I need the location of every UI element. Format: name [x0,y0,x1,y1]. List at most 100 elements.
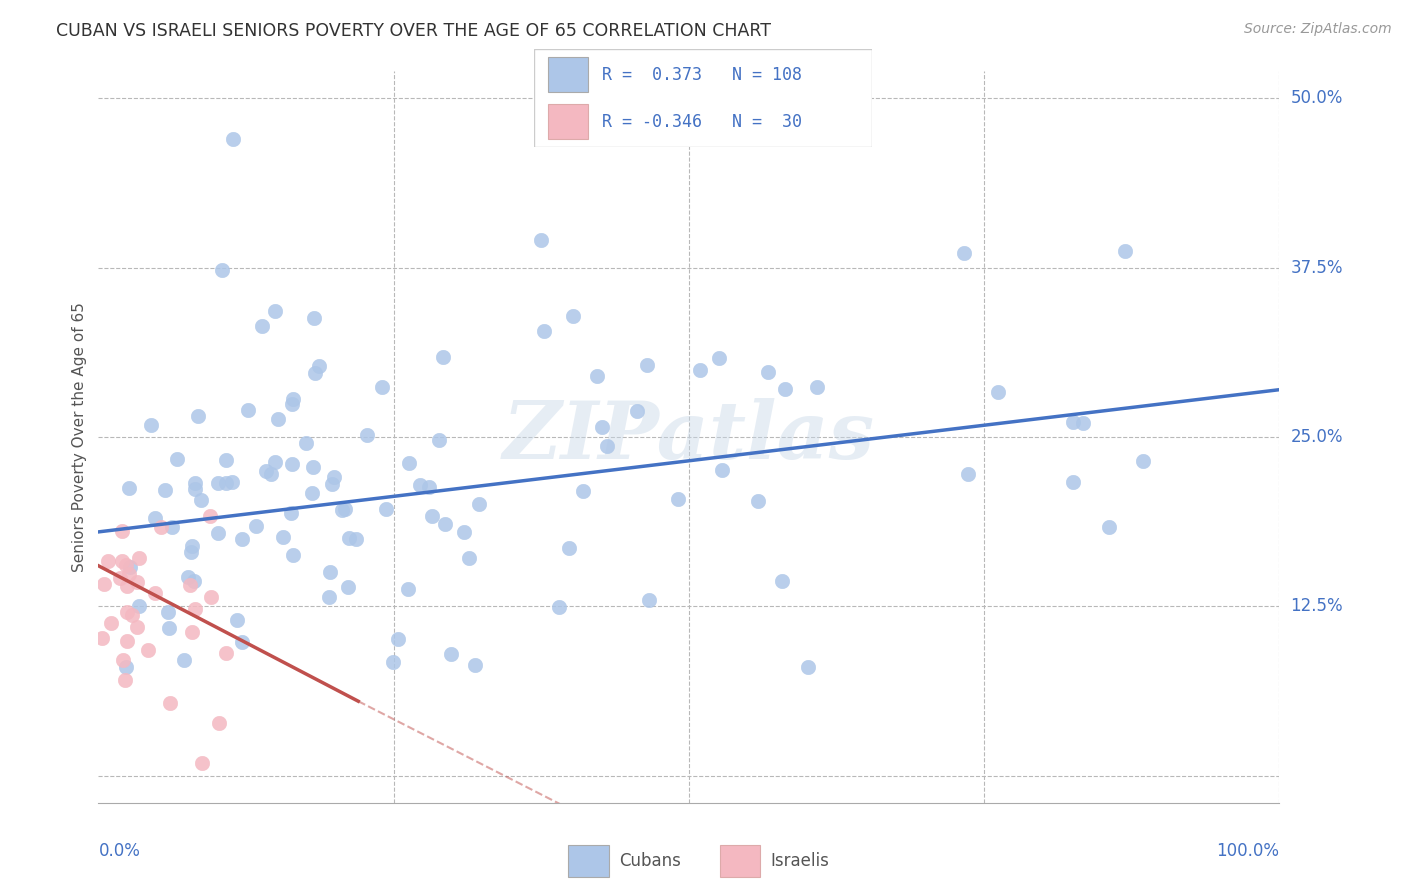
Point [184,482,207,496]
Text: 100.0%: 100.0% [1216,842,1279,860]
Point [221,475,243,489]
Point [215,476,238,491]
Point [533,324,555,338]
Point [198,508,221,523]
Point [301,486,323,500]
Point [434,517,457,532]
Point [756,365,779,379]
Point [127,619,149,633]
Bar [720,845,761,877]
Point [529,233,551,247]
Point [464,658,486,673]
Text: 50.0%: 50.0% [1291,89,1343,107]
Point [90,631,112,645]
Point [117,605,139,619]
Point [118,559,141,574]
Text: Cubans: Cubans [619,852,681,870]
Point [207,475,229,490]
Text: 25.0%: 25.0% [1291,428,1343,446]
Point [162,520,184,534]
Point [319,566,342,580]
Point [184,602,207,616]
Point [125,575,148,590]
Text: 0.0%: 0.0% [98,842,141,860]
Point [208,716,231,731]
Point [281,548,304,562]
Point [156,605,179,619]
Point [215,452,238,467]
Point [281,392,304,407]
Point [591,420,613,434]
Point [387,632,409,646]
Point [250,319,273,334]
Point [115,558,138,572]
Point [191,756,214,770]
Y-axis label: Seniors Poverty Over the Age of 65: Seniors Poverty Over the Age of 65 [72,302,87,572]
Point [121,607,143,622]
Point [375,501,398,516]
Point [1098,520,1121,534]
Point [190,493,212,508]
Point [956,467,979,481]
Point [304,366,326,380]
Point [245,519,267,533]
Point [1062,475,1084,489]
Point [308,359,330,373]
Point [396,582,419,596]
Point [689,363,711,377]
Point [114,673,136,687]
Point [420,509,443,524]
Bar [568,845,609,877]
Point [117,579,139,593]
Point [231,635,253,649]
Text: R = -0.346   N =  30: R = -0.346 N = 30 [602,112,801,130]
Point [115,633,138,648]
Point [458,551,481,566]
Point [409,478,432,492]
Point [207,526,229,541]
Point [432,350,454,364]
Text: 12.5%: 12.5% [1291,598,1343,615]
Point [173,652,195,666]
Point [254,464,277,478]
Point [806,380,828,394]
Point [180,539,202,553]
Point [136,642,159,657]
Point [596,439,619,453]
Point [281,458,304,472]
Point [153,483,176,498]
Point [747,494,769,508]
Point [636,358,658,372]
Point [183,574,205,588]
Point [281,397,304,411]
Point [111,524,134,538]
Point [179,578,201,592]
Point [337,531,360,545]
Point [180,624,202,639]
Point [114,660,136,674]
Point [1062,415,1084,429]
Point [108,570,131,584]
Point [453,525,475,540]
Point [952,246,974,260]
Point [558,541,581,555]
Point [222,132,245,146]
Point [547,599,569,614]
Point [318,591,340,605]
Point [184,475,207,490]
Point [97,554,120,568]
Point [149,520,172,534]
FancyBboxPatch shape [534,49,872,147]
Point [468,497,491,511]
Point [280,506,302,520]
Bar [548,57,588,92]
Point [302,310,325,325]
Point [128,599,150,613]
Point [344,532,367,546]
Text: R =  0.373   N = 108: R = 0.373 N = 108 [602,66,801,84]
Point [236,402,259,417]
Point [118,481,141,495]
Point [987,385,1010,400]
Point [93,577,115,591]
Point [773,382,796,396]
